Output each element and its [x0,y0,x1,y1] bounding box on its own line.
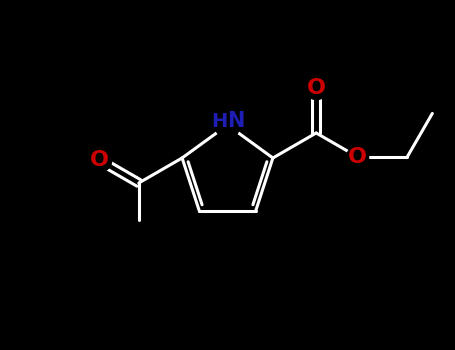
Text: H: H [211,112,228,131]
Text: N: N [228,111,245,131]
Text: O: O [91,150,109,170]
Text: O: O [348,147,367,167]
Text: O: O [307,78,326,98]
